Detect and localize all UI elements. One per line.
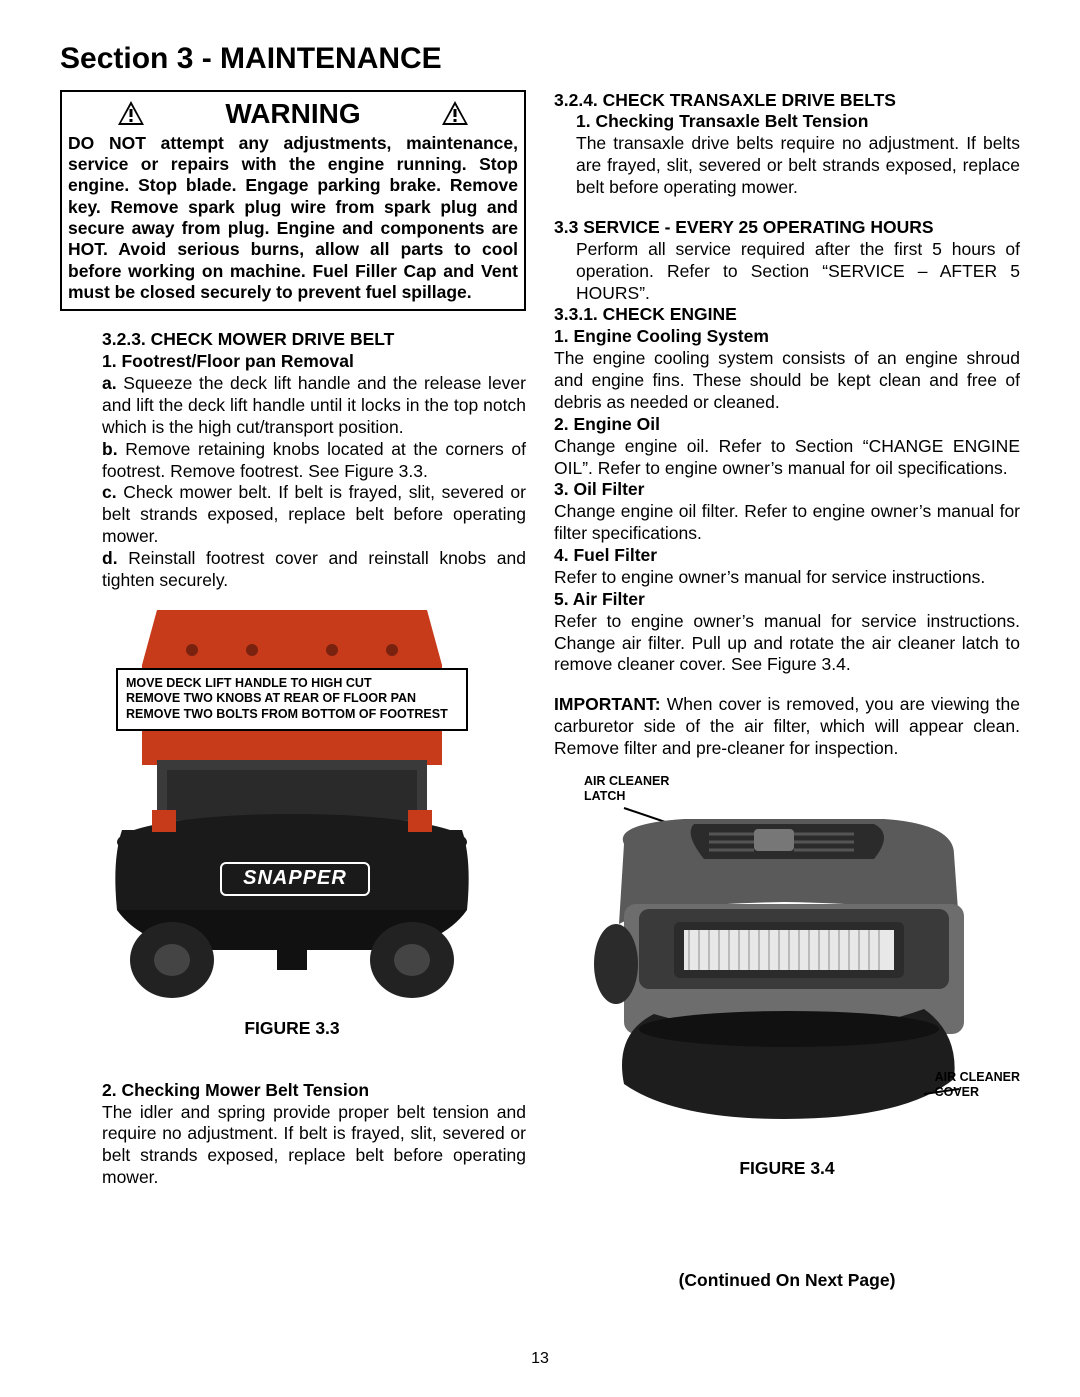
section-33: 3.3 SERVICE - EVERY 25 OPERATING HOURS P… [554,217,1020,305]
warning-triangle-icon [441,100,469,126]
continued-note: (Continued On Next Page) [554,1270,1020,1292]
step-c-text: Check mower belt. If belt is frayed, sli… [102,482,526,546]
warning-body-text: DO NOT attempt any adjustments, maintena… [68,133,518,304]
heading-33: 3.3 SERVICE - EVERY 25 OPERATING HOURS [554,217,1020,239]
figure-3-3: SNAPPER MOVE DECK LIFT HANDLE TO HIGH CU… [102,610,482,1040]
heading-331: 3.3.1. CHECK ENGINE [554,304,1020,326]
section-324: 3.2.4. CHECK TRANSAXLE DRIVE BELTS 1. Ch… [554,90,1020,199]
heading-323-2: 2. Checking Mower Belt Tension [102,1080,526,1102]
callout-line-1: MOVE DECK LIFT HANDLE TO HIGH CUT [126,676,458,692]
warning-box: WARNING DO NOT attempt any adjustments, … [60,90,526,312]
heading-324: 3.2.4. CHECK TRANSAXLE DRIVE BELTS [554,90,1020,112]
para-331-2: Change engine oil. Refer to Section “CHA… [554,436,1020,480]
figure-3-3-image: SNAPPER MOVE DECK LIFT HANDLE TO HIGH CU… [102,610,482,1000]
warning-triangle-icon [117,100,145,126]
section-323: 3.2.3. CHECK MOWER DRIVE BELT 1. Footres… [102,329,526,592]
step-c: c. Check mower belt. If belt is frayed, … [102,482,526,548]
heading-323-1: 1. Footrest/Floor pan Removal [102,351,526,373]
step-a: a. Squeeze the deck lift handle and the … [102,373,526,439]
figure-3-3-callout: MOVE DECK LIFT HANDLE TO HIGH CUT REMOVE… [116,668,468,731]
step-b-text: Remove retaining knobs located at the co… [102,439,526,481]
figure-3-4-caption: FIGURE 3.4 [554,1158,1020,1180]
page-number: 13 [0,1349,1080,1369]
para-323-2: The idler and spring provide proper belt… [102,1102,526,1190]
heading-331-3: 3. Oil Filter [554,479,1020,501]
heading-323: 3.2.3. CHECK MOWER DRIVE BELT [102,329,526,351]
snapper-logo: SNAPPER [220,862,370,896]
para-331-3: Change engine oil filter. Refer to engin… [554,501,1020,545]
warning-label: WARNING [225,96,360,131]
air-cleaner-latch-label: AIR CLEANER LATCH [584,774,669,804]
para-331-1: The engine cooling system consists of an… [554,348,1020,414]
heading-331-5: 5. Air Filter [554,589,1020,611]
section-331: 3.3.1. CHECK ENGINE 1. Engine Cooling Sy… [554,304,1020,676]
figure-3-4: AIR CLEANER LATCH [554,774,1020,1154]
section-324-1: 1. Checking Transaxle Belt Tension The t… [576,111,1020,199]
heading-331-1: 1. Engine Cooling System [554,326,1020,348]
section-323-2: 2. Checking Mower Belt Tension The idler… [102,1080,526,1189]
left-column: WARNING DO NOT attempt any adjustments, … [60,90,526,1292]
callout-line-2: REMOVE TWO KNOBS AT REAR OF FLOOR PAN [126,691,458,707]
two-column-layout: WARNING DO NOT attempt any adjustments, … [60,90,1020,1292]
heading-331-4: 4. Fuel Filter [554,545,1020,567]
step-d: d. Reinstall footrest cover and reinstal… [102,548,526,592]
step-d-text: Reinstall footrest cover and reinstall k… [102,548,526,590]
step-b: b. Remove retaining knobs located at the… [102,439,526,483]
para-331-4: Refer to engine owner’s manual for servi… [554,567,1020,589]
step-a-text: Squeeze the deck lift handle and the rel… [102,373,526,437]
air-cleaner-cover-label: AIR CLEANER COVER [935,1070,1020,1100]
heading-324-1: 1. Checking Transaxle Belt Tension [576,111,1020,133]
right-column: 3.2.4. CHECK TRANSAXLE DRIVE BELTS 1. Ch… [554,90,1020,1292]
figure-3-3-caption: FIGURE 3.3 [102,1018,482,1040]
important-note: IMPORTANT: When cover is removed, you ar… [554,694,1020,760]
callout-line-3: REMOVE TWO BOLTS FROM BOTTOM OF FOOTREST [126,707,458,723]
para-324-1: The transaxle drive belts require no adj… [576,133,1020,199]
important-label: IMPORTANT: [554,694,661,714]
para-331-5: Refer to engine owner’s manual for servi… [554,611,1020,677]
heading-331-2: 2. Engine Oil [554,414,1020,436]
warning-header: WARNING [68,96,518,131]
para-33: Perform all service required after the f… [576,239,1020,305]
section-title: Section 3 - MAINTENANCE [60,40,1020,78]
